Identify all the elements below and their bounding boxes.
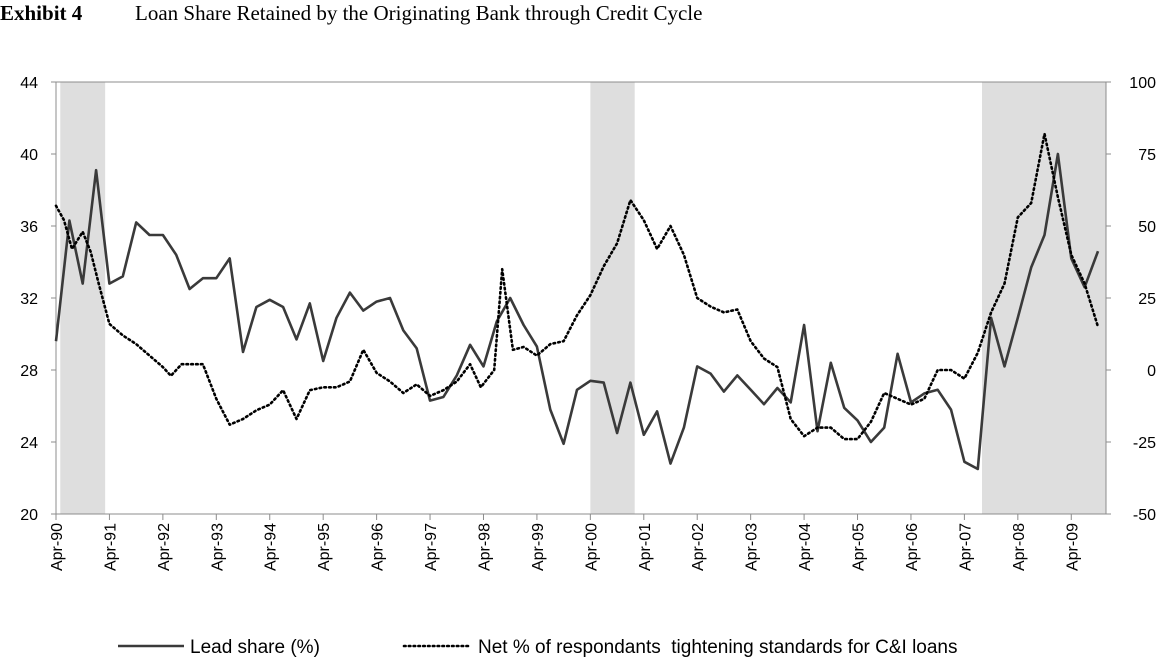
x-tick-label: Apr-95 <box>316 523 333 571</box>
x-tick-label: Apr-91 <box>102 523 119 571</box>
legend: Lead share (%) Net % of respondants tigh… <box>118 637 958 658</box>
x-tick-label: Apr-05 <box>851 523 868 571</box>
x-tick-label: Apr-92 <box>156 523 173 571</box>
x-tick-label: Apr-98 <box>476 523 493 571</box>
x-tick-label: Apr-01 <box>637 523 654 571</box>
right-tick-label: -50 <box>1133 507 1156 524</box>
plot-area-frame <box>55 81 1107 515</box>
series-line-lead-share <box>54 152 1100 471</box>
x-axis: Apr-90 Apr-91 Apr-92 Apr-93 Apr-94 Apr-95 Apr-… <box>49 514 1081 571</box>
chart-title: Loan Share Retained by the Originating B… <box>135 1 703 25</box>
x-tick-label: Apr-94 <box>263 523 280 571</box>
legend-label-tightening: Net % of respondants tightening standard… <box>478 637 958 658</box>
x-tick-label: Apr-03 <box>744 523 761 571</box>
recession-shading-group <box>60 82 1106 514</box>
x-tick-label: Apr-90 <box>49 523 66 571</box>
right-y-axis: -50 -25 0 25 50 75 100 <box>1106 75 1156 524</box>
x-tick-label: Apr-04 <box>797 523 814 571</box>
right-tick-label: -25 <box>1133 435 1156 452</box>
series-line-tightening-standards <box>54 132 1100 441</box>
x-tick-label: Apr-96 <box>370 523 387 571</box>
left-tick-label: 40 <box>20 147 38 164</box>
right-tick-label: 25 <box>1138 291 1156 308</box>
left-y-axis: 20 24 28 32 36 40 44 <box>20 75 56 524</box>
title-row: Exhibit 4 Loan Share Retained by the Ori… <box>0 0 1159 30</box>
x-tick-label: Apr-07 <box>957 523 974 571</box>
right-tick-label: 50 <box>1138 219 1156 236</box>
left-tick-label: 44 <box>20 75 38 92</box>
x-tick-label: Apr-02 <box>690 523 707 571</box>
x-tick-label: Apr-09 <box>1064 523 1081 571</box>
x-tick-label: Apr-08 <box>1011 523 1028 571</box>
x-tick-label: Apr-93 <box>209 523 226 571</box>
left-tick-label: 28 <box>20 363 38 380</box>
exhibit-label: Exhibit 4 <box>0 1 83 25</box>
recession-band-2 <box>982 82 1106 514</box>
left-tick-label: 32 <box>20 291 38 308</box>
x-tick-label: Apr-97 <box>423 523 440 571</box>
legend-label-lead-share: Lead share (%) <box>190 637 320 658</box>
recession-band-0 <box>60 82 106 514</box>
x-tick-label: Apr-06 <box>904 523 921 571</box>
series-layer <box>54 132 1100 471</box>
x-tick-label: Apr-99 <box>530 523 547 571</box>
left-tick-label: 24 <box>20 435 38 452</box>
left-tick-label: 36 <box>20 219 38 236</box>
left-tick-label: 20 <box>20 507 38 524</box>
right-tick-label: 0 <box>1147 363 1156 380</box>
right-tick-label: 100 <box>1129 75 1156 92</box>
right-tick-label: 75 <box>1138 147 1156 164</box>
recession-band-1 <box>590 82 635 514</box>
x-tick-label: Apr-00 <box>583 523 600 571</box>
